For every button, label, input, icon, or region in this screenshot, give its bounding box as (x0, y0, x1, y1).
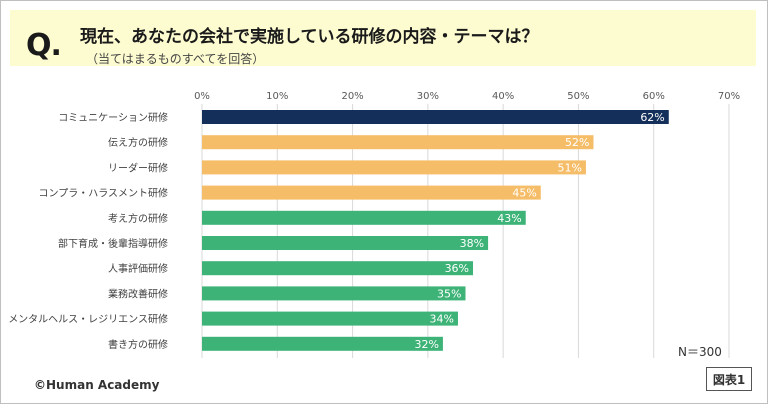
value-label: 51% (558, 161, 582, 174)
value-label: 32% (414, 338, 438, 351)
x-tick-label: 30% (417, 91, 439, 102)
category-label: 部下育成・後輩指導研修 (58, 237, 168, 250)
bar (202, 336, 443, 351)
category-label: 人事評価研修 (108, 262, 168, 275)
x-tick-label: 60% (643, 91, 665, 102)
x-axis-ticks: 0% 10% 20% 30% 40% 50% 60% 70% (194, 91, 740, 102)
category-label: 伝え方の研修 (108, 136, 168, 149)
value-label: 34% (430, 313, 454, 326)
bar (202, 110, 669, 124)
bar (202, 286, 466, 301)
sample-size: N＝300 (678, 345, 722, 359)
question-mark: Q. (26, 28, 62, 63)
category-label: 業務改善研修 (108, 287, 168, 300)
value-labels: 62% 52% 51% 45% 43% 38% 36% 35% 34% 32% (414, 111, 664, 351)
bar (202, 236, 489, 250)
bar (202, 311, 458, 326)
x-tick-label: 0% (194, 91, 210, 102)
value-label: 36% (445, 262, 469, 275)
value-label: 38% (460, 237, 484, 250)
x-tick-label: 20% (341, 91, 363, 102)
category-label: コンプラ・ハラスメント研修 (39, 187, 169, 200)
bar (202, 261, 474, 276)
value-label: 45% (512, 187, 536, 200)
copyright: ©Human Academy (34, 378, 160, 392)
bar (202, 210, 526, 225)
category-labels: コミュニケーション研修伝え方の研修リーダー研修コンプラ・ハラスメント研修考え方の… (8, 111, 168, 351)
x-tick-label: 70% (718, 91, 740, 102)
figure-label: 図表1 (706, 367, 752, 391)
value-label: 62% (640, 111, 664, 124)
x-tick-label: 10% (266, 91, 288, 102)
bars (202, 110, 669, 351)
value-label: 35% (437, 287, 461, 300)
x-tick-label: 40% (492, 91, 514, 102)
x-tick-label: 50% (567, 91, 589, 102)
question-banner: Q. 現在、あなたの会社で実施している研修の内容・テーマは？ （当てはまるものす… (10, 10, 756, 66)
category-label: 考え方の研修 (108, 212, 168, 225)
category-label: メンタルヘルス・レジリエンス研修 (8, 313, 168, 326)
category-label: コミュニケーション研修 (58, 111, 168, 124)
value-label: 43% (497, 212, 521, 225)
bar (202, 185, 541, 200)
category-label: リーダー研修 (108, 161, 168, 174)
bar (202, 160, 586, 175)
category-label: 書き方の研修 (108, 338, 168, 351)
bar (202, 135, 594, 150)
question-title: 現在、あなたの会社で実施している研修の内容・テーマは？ (80, 27, 539, 47)
value-label: 52% (565, 136, 589, 149)
question-subtitle: （当てはまるものすべてを回答） (86, 52, 265, 66)
